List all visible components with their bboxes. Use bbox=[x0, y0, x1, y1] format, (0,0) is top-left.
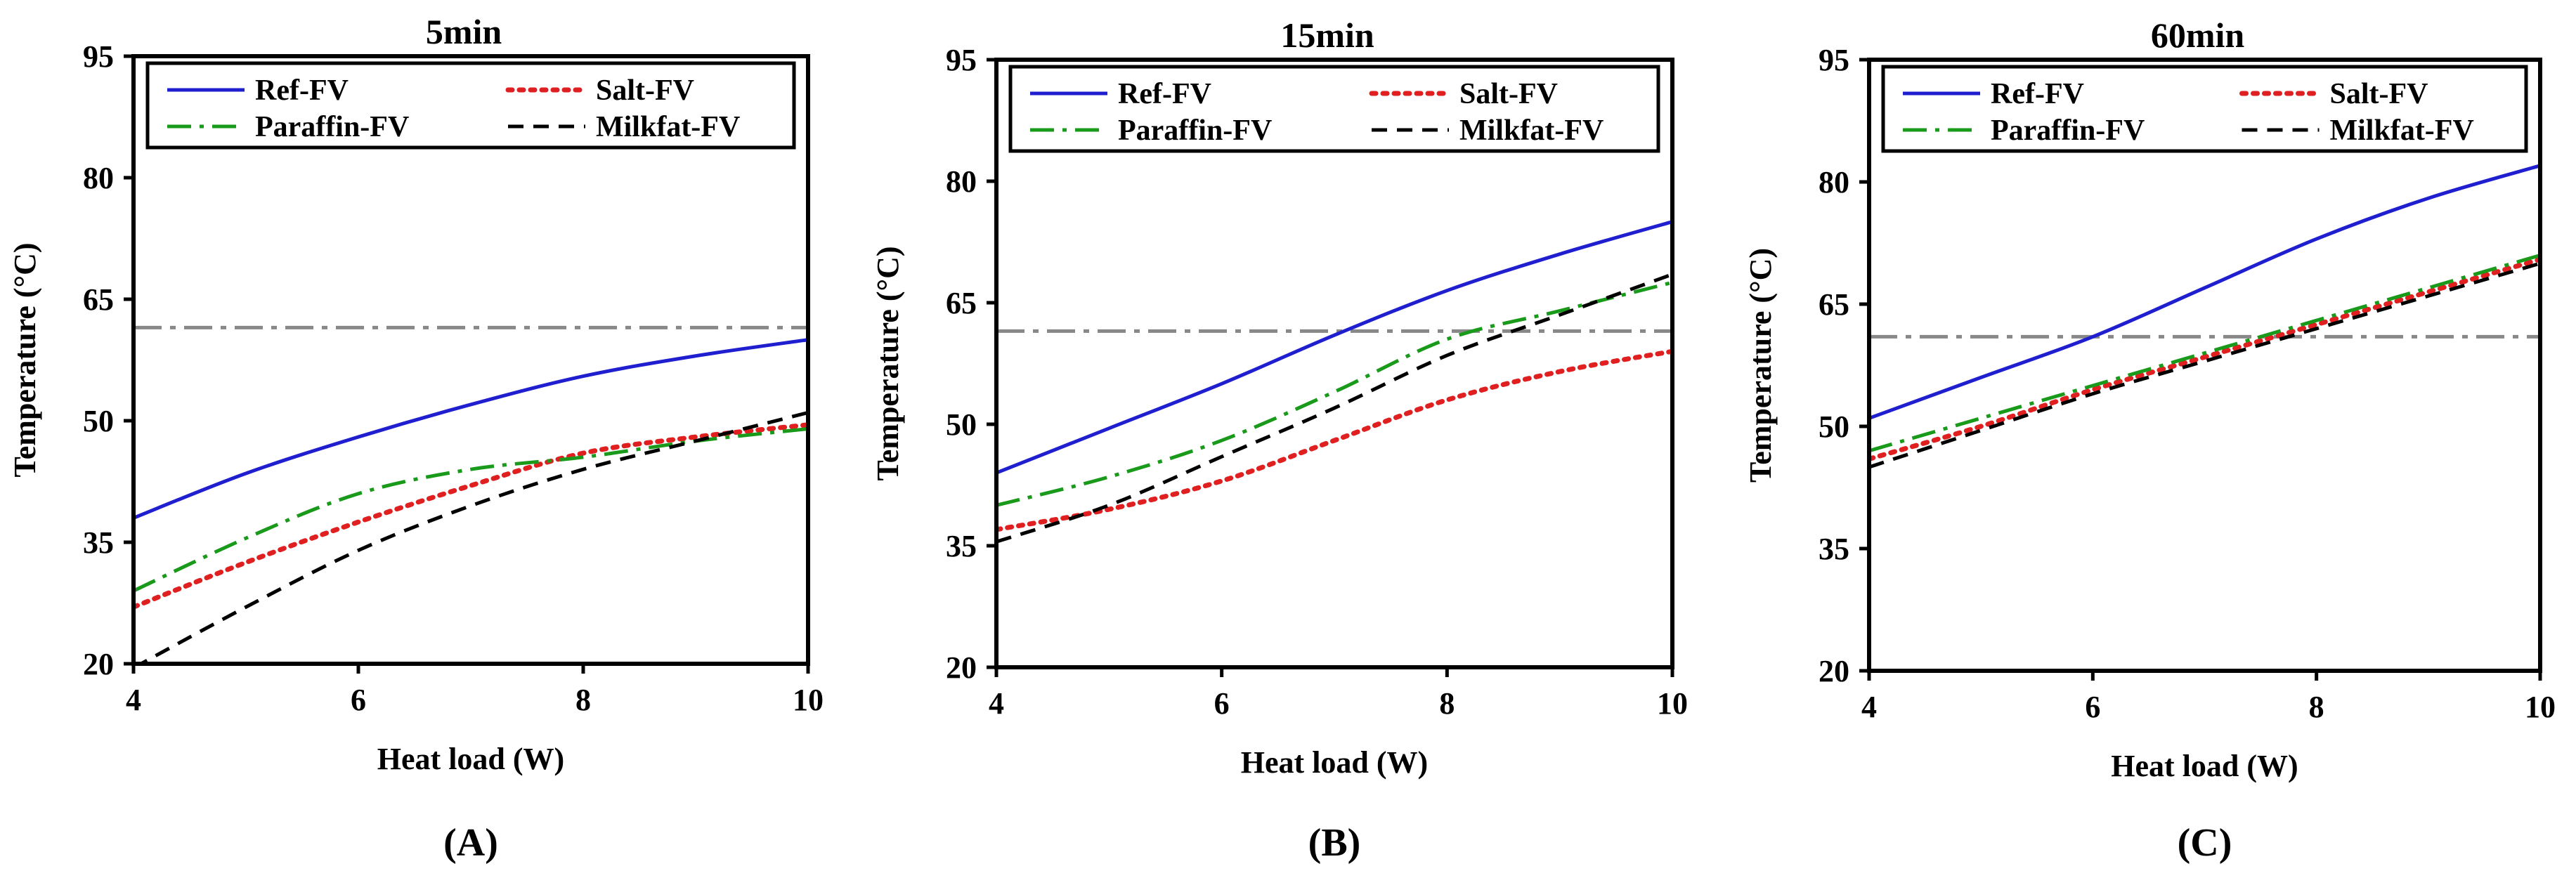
legend-label: Ref-FV bbox=[1118, 78, 1211, 110]
y-tick-label: 65 bbox=[83, 282, 114, 317]
plot-frame bbox=[1867, 58, 2542, 673]
x-tick-label: 8 bbox=[2309, 690, 2324, 724]
series-line-paraffin-fv bbox=[1869, 253, 2540, 453]
chart-panel-3: 60min 20 35 50 65 80 95 4 6 8 10 Heat load (W) Tempe… bbox=[1743, 15, 2556, 865]
y-tick-label: 20 bbox=[946, 650, 977, 685]
legend-label: Ref-FV bbox=[1991, 78, 2084, 110]
legend-label: Ref-FV bbox=[255, 74, 349, 107]
y-axis-title: Temperature (°C) bbox=[1743, 248, 1778, 483]
series-group bbox=[134, 338, 808, 664]
legend-label: Salt-FV bbox=[1459, 78, 1558, 110]
series-line-paraffin-fv bbox=[996, 280, 1672, 507]
chart-title: 15min bbox=[1280, 15, 1374, 55]
legend-label: Paraffin-FV bbox=[255, 111, 409, 143]
legend-label: Milkfat-FV bbox=[596, 111, 740, 143]
x-tick-label: 4 bbox=[989, 686, 1004, 721]
x-axis-title: Heat load (W) bbox=[1241, 745, 1428, 780]
series-line-salt-fv bbox=[996, 348, 1672, 532]
legend-box bbox=[1881, 65, 2528, 153]
y-tick-label: 95 bbox=[1819, 43, 1849, 77]
panel-label: (C) bbox=[2178, 821, 2232, 865]
y-tick-label: 50 bbox=[1819, 409, 1849, 444]
y-tick-label: 50 bbox=[946, 407, 977, 442]
series-line-milkfat-fv bbox=[1869, 261, 2540, 469]
y-tick-label: 35 bbox=[946, 529, 977, 563]
y-tick-label: 35 bbox=[83, 525, 114, 560]
series-group bbox=[996, 220, 1672, 544]
series-line-milkfat-fv bbox=[996, 273, 1672, 544]
legend: Ref-FV Salt-FV Paraffin-FV Milkfat-FV bbox=[1881, 65, 2528, 153]
x-tick-label: 10 bbox=[1657, 686, 1688, 721]
y-tick-label: 65 bbox=[1819, 287, 1849, 322]
y-tick-label: 20 bbox=[1819, 654, 1849, 688]
panel-label: (A) bbox=[443, 821, 498, 865]
plot-frame bbox=[994, 58, 1674, 669]
x-tick-label: 4 bbox=[126, 683, 141, 717]
x-tick-label: 10 bbox=[2525, 690, 2556, 724]
series-line-ref-fv bbox=[134, 338, 808, 520]
legend: Ref-FV Salt-FV Paraffin-FV Milkfat-FV bbox=[145, 61, 796, 150]
y-tick-label: 80 bbox=[83, 161, 114, 195]
chart-title: 60min bbox=[2151, 15, 2245, 55]
legend-label: Paraffin-FV bbox=[1991, 114, 2145, 147]
series-line-ref-fv bbox=[996, 220, 1672, 475]
y-tick-label: 80 bbox=[1819, 165, 1849, 199]
y-tick-label: 35 bbox=[1819, 532, 1849, 566]
chart-panel-1: 5min 20 35 50 65 80 95 4 6 8 10 Heat load (W) Temper… bbox=[8, 12, 824, 865]
x-tick-label: 8 bbox=[575, 683, 591, 717]
chart-title: 5min bbox=[426, 12, 502, 51]
y-axis-title: Temperature (°C) bbox=[8, 242, 42, 477]
y-tick-label: 20 bbox=[83, 647, 114, 681]
x-axis-title: Heat load (W) bbox=[377, 742, 564, 776]
series-line-paraffin-fv bbox=[134, 427, 808, 593]
x-tick-label: 8 bbox=[1439, 686, 1455, 721]
series-line-milkfat-fv bbox=[137, 411, 808, 664]
y-tick-label: 65 bbox=[946, 286, 977, 320]
x-axis-title: Heat load (W) bbox=[2111, 749, 2298, 783]
y-axis-title: Temperature (°C) bbox=[871, 246, 905, 480]
legend-box bbox=[145, 61, 796, 150]
plot-frame bbox=[131, 54, 810, 666]
legend-label: Paraffin-FV bbox=[1118, 114, 1272, 147]
legend-label: Milkfat-FV bbox=[1459, 114, 1604, 147]
chart-panel-2: 15min 20 35 50 65 80 95 4 6 8 10 Heat load (W) Tempe… bbox=[871, 15, 1688, 865]
y-tick-label: 95 bbox=[946, 43, 977, 77]
y-tick-label: 95 bbox=[83, 39, 114, 74]
series-group bbox=[1869, 164, 2540, 469]
y-tick-label: 80 bbox=[946, 164, 977, 199]
series-line-ref-fv bbox=[1869, 164, 2540, 420]
x-tick-label: 4 bbox=[1861, 690, 1877, 724]
legend: Ref-FV Salt-FV Paraffin-FV Milkfat-FV bbox=[1008, 65, 1660, 153]
x-tick-label: 6 bbox=[351, 683, 366, 717]
legend-label: Salt-FV bbox=[596, 74, 694, 107]
legend-label: Salt-FV bbox=[2330, 78, 2428, 110]
series-line-salt-fv bbox=[1869, 256, 2540, 461]
y-tick-label: 50 bbox=[83, 404, 114, 438]
legend-label: Milkfat-FV bbox=[2330, 114, 2474, 147]
x-tick-label: 6 bbox=[1214, 686, 1230, 721]
legend-box bbox=[1008, 65, 1660, 153]
x-tick-label: 6 bbox=[2085, 690, 2100, 724]
panel-label: (B) bbox=[1308, 821, 1361, 865]
x-tick-label: 10 bbox=[793, 683, 824, 717]
series-line-salt-fv bbox=[134, 422, 808, 610]
